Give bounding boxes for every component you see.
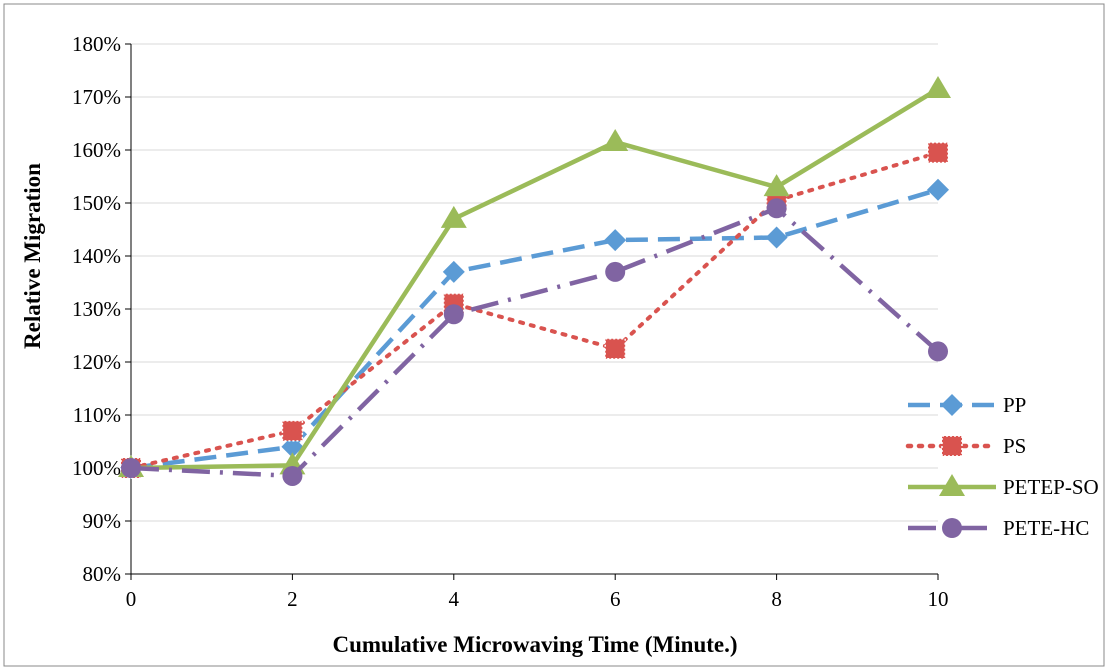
data-point-marker — [766, 198, 787, 219]
series-line — [130, 206, 940, 479]
data-point-marker — [604, 338, 626, 360]
data-point-marker — [442, 260, 465, 283]
data-point-marker — [763, 174, 790, 197]
y-tick-label: 120% — [72, 350, 121, 374]
series-pp — [120, 178, 949, 479]
data-point-marker — [927, 178, 949, 201]
y-tick-label: 160% — [72, 138, 121, 162]
legend-marker — [942, 518, 962, 538]
axes: 80% 90% 100% 110% 120% 130% 140% 150% 160% 170% 18… — [72, 32, 949, 611]
legend-marker — [941, 435, 963, 457]
data-point-marker — [602, 129, 629, 152]
legend-label: PS — [1003, 434, 1026, 458]
y-tick-label: 100% — [72, 456, 121, 480]
series-line — [130, 87, 940, 471]
series-pete-hc — [121, 198, 948, 486]
data-point-marker — [765, 226, 788, 249]
data-point-marker — [604, 229, 627, 252]
y-tick-label: 150% — [72, 191, 121, 215]
y-tick-label: 80% — [83, 562, 122, 586]
data-point-marker — [925, 76, 951, 99]
y-tick-label: 180% — [72, 32, 121, 56]
data-point-marker — [927, 141, 949, 164]
chart-frame — [3, 3, 1105, 667]
series-line — [130, 187, 939, 471]
y-axis-title: Relative Migration — [20, 163, 45, 349]
data-point-marker — [121, 458, 141, 478]
legend-label: PETE-HC — [1003, 516, 1089, 540]
data-point-marker — [282, 465, 303, 486]
series-line — [129, 150, 940, 470]
data-point-marker — [443, 304, 464, 325]
legend-marker — [939, 474, 965, 496]
y-tick-label: 90% — [83, 509, 122, 533]
legend-label: PETEP-SO — [1003, 475, 1099, 499]
data-point-marker — [928, 341, 948, 362]
x-tick-label: 6 — [610, 587, 621, 611]
y-tick-label: 170% — [72, 85, 121, 109]
x-axis-title: Cumulative Microwaving Time (Minute.) — [332, 632, 737, 657]
data-point-marker — [440, 205, 467, 228]
legend-marker — [941, 394, 963, 416]
x-tick-label: 2 — [287, 587, 298, 611]
y-tick-label: 140% — [72, 244, 121, 268]
data-point-marker — [605, 261, 626, 282]
series-layer — [118, 76, 951, 486]
y-tick-label: 110% — [73, 403, 121, 427]
y-tick-label: 130% — [72, 297, 121, 321]
legend: PP PS PETEP-SO PETE-HC — [905, 393, 1099, 540]
data-point-marker — [281, 420, 304, 442]
legend-label: PP — [1003, 393, 1026, 417]
legend-entry: PETEP-SO — [908, 474, 1099, 499]
legend-entry: PP — [908, 393, 1026, 417]
x-tick-label: 0 — [126, 587, 137, 611]
x-tick-label: 4 — [449, 587, 460, 611]
x-tick-label: 10 — [928, 587, 949, 611]
x-tick-label: 8 — [771, 587, 782, 611]
legend-entry: PS — [905, 434, 1026, 458]
legend-entry: PETE-HC — [908, 516, 1089, 540]
